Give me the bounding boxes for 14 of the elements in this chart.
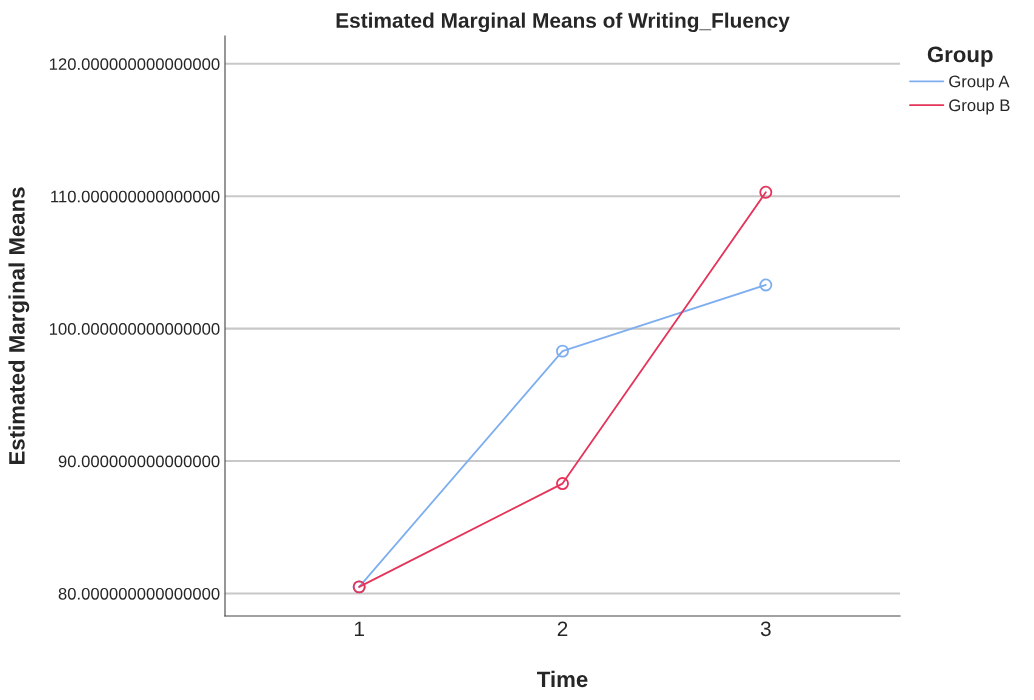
y-tick-label: 120.000000000000000 [49,58,220,71]
x-tick-label: 2 [557,621,568,636]
y-tick-label: 90.000000000000000 [58,455,220,468]
legend-label: Group A [949,75,1010,91]
y-tick-label: 110.000000000000000 [51,190,220,203]
x-tick-label: 1 [354,621,364,636]
y-tick-label: 100.000000000000000 [49,323,220,335]
legend-label: Group B [949,99,1010,115]
x-axis-title: Time [537,670,588,688]
y-axis-title: Estimated Marginal Means [8,187,30,465]
y-tick-label: 80.000000000000000 [58,587,220,600]
x-tick-label: 3 [760,621,771,637]
chart-title: Estimated Marginal Means of Writing_Fluency [336,12,790,33]
legend-title: Group [927,46,993,67]
